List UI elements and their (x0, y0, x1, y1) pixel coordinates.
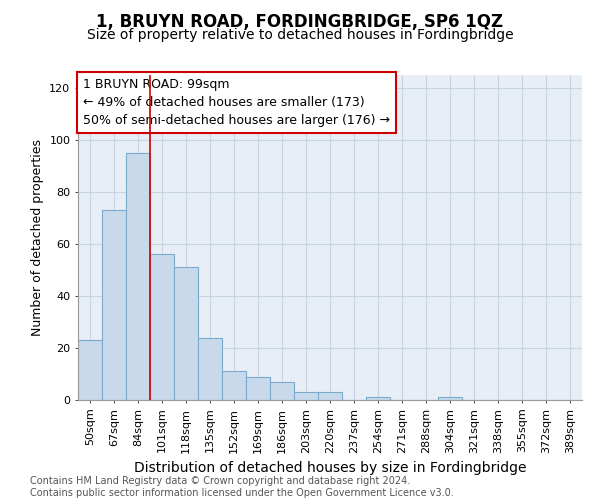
Text: 1 BRUYN ROAD: 99sqm
← 49% of detached houses are smaller (173)
50% of semi-detac: 1 BRUYN ROAD: 99sqm ← 49% of detached ho… (83, 78, 390, 127)
Y-axis label: Number of detached properties: Number of detached properties (31, 139, 44, 336)
Text: Size of property relative to detached houses in Fordingbridge: Size of property relative to detached ho… (86, 28, 514, 42)
X-axis label: Distribution of detached houses by size in Fordingbridge: Distribution of detached houses by size … (134, 461, 526, 475)
Bar (126, 153, 150, 400)
Bar (78, 340, 102, 400)
Bar (366, 398, 390, 400)
Bar (174, 268, 198, 400)
Bar (438, 398, 462, 400)
Bar (198, 338, 222, 400)
Text: 1, BRUYN ROAD, FORDINGBRIDGE, SP6 1QZ: 1, BRUYN ROAD, FORDINGBRIDGE, SP6 1QZ (97, 12, 503, 30)
Bar (150, 254, 174, 400)
Bar (246, 376, 270, 400)
Bar (294, 392, 318, 400)
Bar (222, 372, 246, 400)
Text: Contains HM Land Registry data © Crown copyright and database right 2024.
Contai: Contains HM Land Registry data © Crown c… (30, 476, 454, 498)
Bar (270, 382, 294, 400)
Bar (318, 392, 342, 400)
Bar (102, 210, 126, 400)
